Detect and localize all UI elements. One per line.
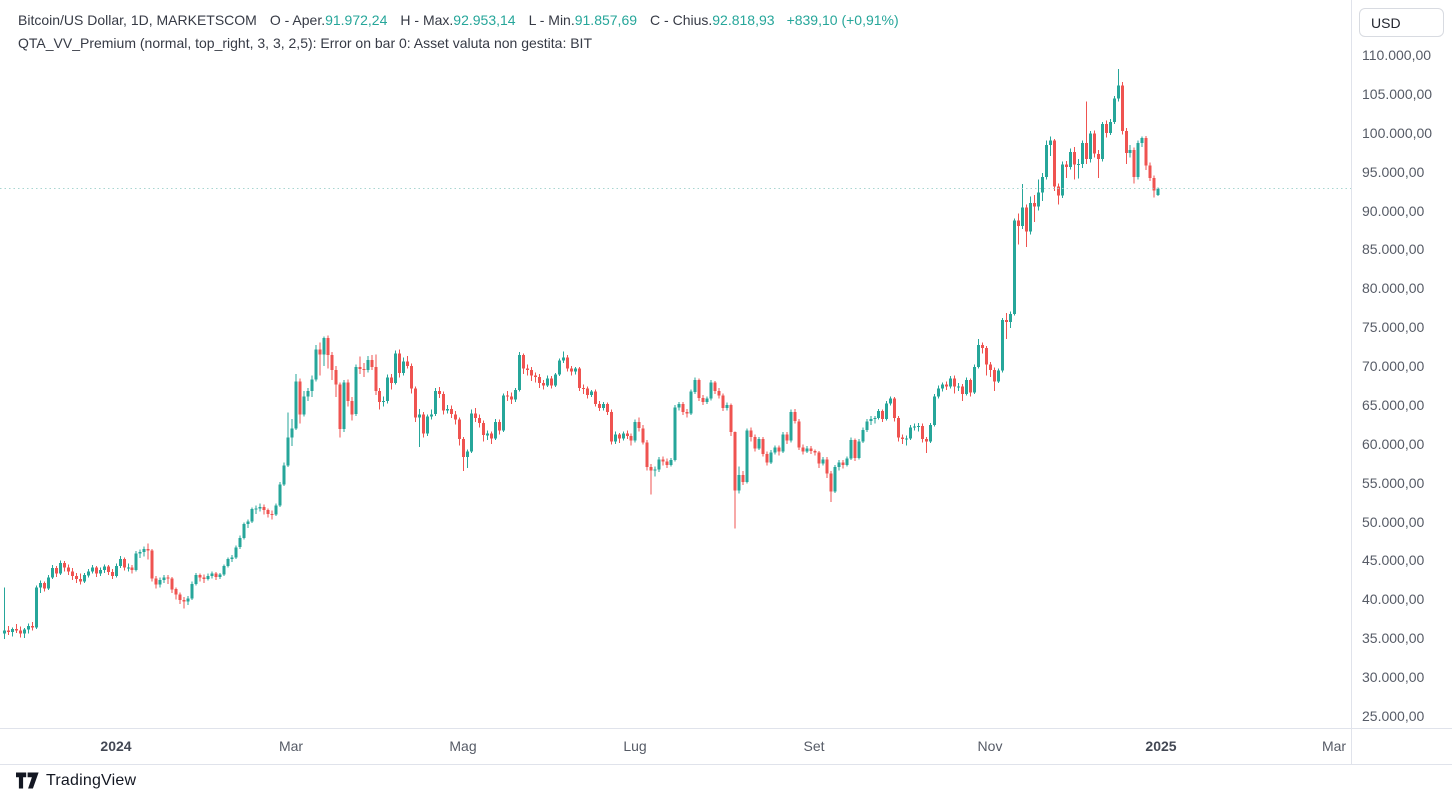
price-axis-label: 90.000,00 [1362, 202, 1425, 219]
time-axis-label: Lug [623, 738, 647, 754]
time-axis-label: Mar [1321, 738, 1347, 754]
ohlc-group: H - Max.92.953,14 [400, 12, 516, 28]
time-axis-label: Mar [278, 738, 304, 754]
tradingview-logo-text: TradingView [46, 771, 137, 789]
chart-canvas[interactable]: Bitcoin/US Dollar, 1D, MARKETSCOM O - Ape… [0, 0, 1351, 728]
price-axis[interactable]: USD 110.000,00 105.000,00 100.000,00 95.000… [1352, 0, 1452, 764]
price-axis-label: 35.000,00 [1362, 630, 1425, 647]
time-axis-label: Nov [977, 738, 1003, 754]
footer-separator [0, 764, 1452, 765]
price-axis-label: 30.000,00 [1362, 669, 1425, 686]
price-axis-label: 100.000,00 [1362, 124, 1433, 141]
price-axis-separator [1351, 0, 1352, 764]
price-axis-label: 110.000,00 [1362, 47, 1432, 63]
ohlc-group: L - Min.91.857,69 [528, 12, 638, 28]
price-axis-label: 25.000,00 [1362, 708, 1425, 724]
ohlc-value: 91.972,24 [325, 12, 388, 28]
tradingview-logo-icon [16, 772, 39, 789]
ohlc-value: 91.857,69 [574, 12, 638, 28]
ohlc-value: 92.818,93 [712, 12, 775, 28]
price-axis-label: 40.000,00 [1362, 591, 1425, 608]
price-axis-label: 105.000,00 [1362, 85, 1433, 102]
price-axis-label: 70.000,00 [1362, 358, 1425, 375]
price-change: +839,10 (+0,91%) [786, 12, 899, 28]
price-axis-label: 50.000,00 [1362, 513, 1425, 530]
ohlc-value: 92.953,14 [453, 12, 516, 28]
time-axis-label: Mag [449, 738, 477, 754]
legend-row-symbol: Bitcoin/US Dollar, 1D, MARKETSCOM O - Ape… [18, 9, 899, 32]
price-axis-label: 45.000,00 [1362, 552, 1425, 569]
price-axis-label: 95.000,00 [1362, 163, 1425, 180]
price-axis-label: 75.000,00 [1362, 319, 1425, 336]
indicator-status-line[interactable]: QTA_VV_Premium (normal, top_right, 3, 3,… [18, 35, 592, 51]
ohlc-group: O - Aper.91.972,24 [269, 12, 388, 28]
symbol-title[interactable]: Bitcoin/US Dollar, 1D, MARKETSCOM [18, 12, 257, 28]
time-axis-separator [0, 728, 1452, 729]
tradingview-logo[interactable]: TradingView [16, 771, 136, 790]
price-axis-label: 85.000,00 [1362, 241, 1425, 258]
time-axis[interactable]: 2024 Mar Mag Lug Set Nov 2025 Mar [0, 728, 1452, 764]
price-axis-label: 55.000,00 [1362, 474, 1425, 491]
time-axis-label: 2025 [1145, 738, 1177, 754]
currency-button[interactable]: USD [1359, 8, 1444, 37]
candlestick-plot [0, 69, 1351, 639]
footer: TradingView [0, 765, 1452, 798]
time-axis-label: Set [803, 738, 825, 754]
price-axis-label: 65.000,00 [1362, 396, 1425, 413]
price-axis-label: 60.000,00 [1362, 435, 1425, 452]
legend: Bitcoin/US Dollar, 1D, MARKETSCOM O - Ape… [18, 9, 899, 55]
time-axis-label: 2024 [100, 738, 132, 754]
price-axis-label: 80.000,00 [1362, 280, 1425, 297]
ohlc-values: O - Aper.91.972,24 H - Max.92.953,14 L - M… [257, 12, 775, 28]
ohlc-group: C - Chius.92.818,93 [650, 12, 775, 28]
